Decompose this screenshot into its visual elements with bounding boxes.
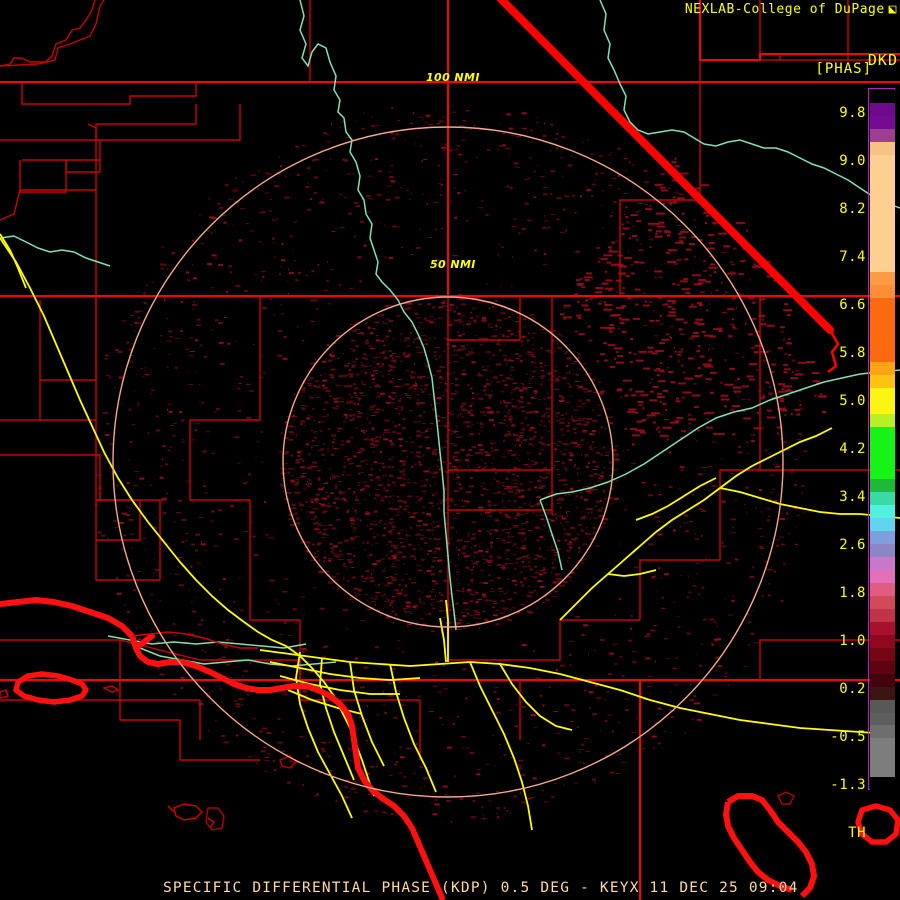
colorbar-tick-label: 3.4: [839, 489, 866, 505]
colorbar-tick-label: 0.2: [839, 681, 866, 697]
colorbar-segment: [870, 90, 895, 103]
channel-islands: [13, 671, 89, 705]
colorbar-segment: [870, 712, 895, 726]
colorbar-segment: [870, 401, 895, 415]
colorbar-segment: [870, 310, 895, 324]
colorbar-segment: [870, 115, 895, 129]
colorbar-segment: [870, 686, 895, 700]
colorbar-segment: [870, 764, 895, 778]
colorbar-segment: [870, 569, 895, 583]
colorbar-tick-label: 9.8: [839, 105, 866, 121]
colorbar-segment: [870, 193, 895, 207]
product-title: SPECIFIC DIFFERENTIAL PHASE (KDP) 0.5 DE…: [163, 880, 799, 896]
colorbar-segment: [870, 180, 895, 194]
radar-echo-layer: [93, 103, 827, 823]
colorbar-segment: [870, 388, 895, 402]
colorbar-segment: [870, 738, 895, 752]
colorbar-tick-label: 5.8: [839, 345, 866, 361]
colorbar-segment: [870, 206, 895, 220]
colorbar-segment: [870, 725, 895, 739]
colorbar-frame: [868, 88, 895, 791]
colorbar-segment: [870, 530, 895, 544]
range-ring-50: [282, 296, 614, 628]
colorbar-segment: [870, 440, 895, 454]
colorbar-segment: [870, 271, 895, 285]
colorbar-segment: [870, 543, 895, 557]
colorbar-segment: [870, 647, 895, 661]
colorbar-segment: [870, 621, 895, 635]
colorbar-tick-label: 9.0: [839, 153, 866, 169]
colorbar-segment: [870, 284, 895, 298]
colorbar-segment: [870, 492, 895, 505]
colorbar-segment: [870, 245, 895, 259]
rivers: [0, 0, 900, 667]
colorbar-segment: [870, 258, 895, 272]
colorbar-segment: [870, 427, 895, 441]
colorbar-gradient: [870, 90, 895, 791]
highways: [0, 233, 900, 831]
colorado-river-state-line-tail: [827, 329, 840, 373]
coastline-inland: [131, 631, 258, 649]
colorbar-segment: [870, 595, 895, 609]
colorbar-segment: [870, 336, 895, 350]
colorbar-tick-label: 6.6: [839, 297, 866, 313]
colorbar-tick-label: -1.3: [830, 777, 866, 793]
colorbar-segment: [870, 673, 895, 687]
colorbar-segment: [870, 777, 895, 791]
colorbar-segment: [870, 323, 895, 337]
range-ring-label-50: 50 NMI: [430, 258, 476, 271]
colorbar-segment: [870, 517, 895, 531]
colorbar-tick-label: TH: [848, 825, 866, 841]
colorbar-tick-label: 5.0: [839, 393, 866, 409]
colorbar-segment: [870, 453, 895, 467]
colorbar-segment: [870, 167, 895, 181]
colorbar-segment: [870, 102, 895, 116]
bottom-islands: [855, 803, 900, 845]
colorbar-tick-label: 7.4: [839, 249, 866, 265]
colorbar-segment: [870, 466, 895, 480]
colorbar-segment: [870, 232, 895, 246]
colorbar-tick-label: -0.5: [830, 729, 866, 745]
colorbar-segment: [870, 479, 895, 493]
colorbar-tick-label: 1.8: [839, 585, 866, 601]
colorado-river-state-line: [496, 0, 834, 334]
colorbar-segment: [870, 297, 895, 311]
colorbar-tick-label: 1.0: [839, 633, 866, 649]
colorbar-tick-label: 2.6: [839, 537, 866, 553]
site-id-label: DKD: [867, 51, 898, 69]
range-rings: [112, 126, 784, 798]
brand-label: NEXLAB-College of DuPage ◪: [685, 2, 896, 17]
colorbar-segment: [870, 414, 895, 428]
colorbar-tick-label: 8.2: [839, 201, 866, 217]
colorbar-segment: [870, 634, 895, 648]
island-small-markers: [0, 685, 215, 829]
colorbar-tick-labels: 9.8 9.0 8.2 7.4 6.6 5.8 5.0 4.2 3.4 2.6 1.8 1.0 0.2 -…: [818, 0, 866, 900]
colorbar[interactable]: [868, 88, 897, 792]
colorbar-tick-label: 4.2: [839, 441, 866, 457]
colorbar-segment: [870, 349, 895, 363]
baja-island: [723, 793, 817, 899]
colorbar-segment: [870, 556, 895, 570]
range-ring-label-100: 100 NMI: [426, 71, 480, 84]
colorbar-segment: [870, 154, 895, 168]
product-code-label: [PHAS]: [815, 61, 872, 77]
brand-text: NEXLAB-College of DuPage: [684, 2, 885, 17]
colorbar-segment: [870, 362, 895, 376]
colorbar-segment: [870, 660, 895, 674]
colorbar-segment: [870, 699, 895, 713]
range-ring-100: [112, 126, 784, 798]
colorbar-segment: [870, 505, 895, 518]
colorbar-segment: [870, 751, 895, 765]
coastline: [0, 597, 445, 900]
dupage-flag-icon: ◪: [887, 2, 896, 17]
colorbar-segment: [870, 582, 895, 596]
colorbar-segment: [870, 608, 895, 622]
colorbar-segment: [870, 128, 895, 142]
colorbar-segment: [870, 375, 895, 389]
colorbar-segment: [870, 141, 895, 155]
colorbar-segment: [870, 219, 895, 233]
